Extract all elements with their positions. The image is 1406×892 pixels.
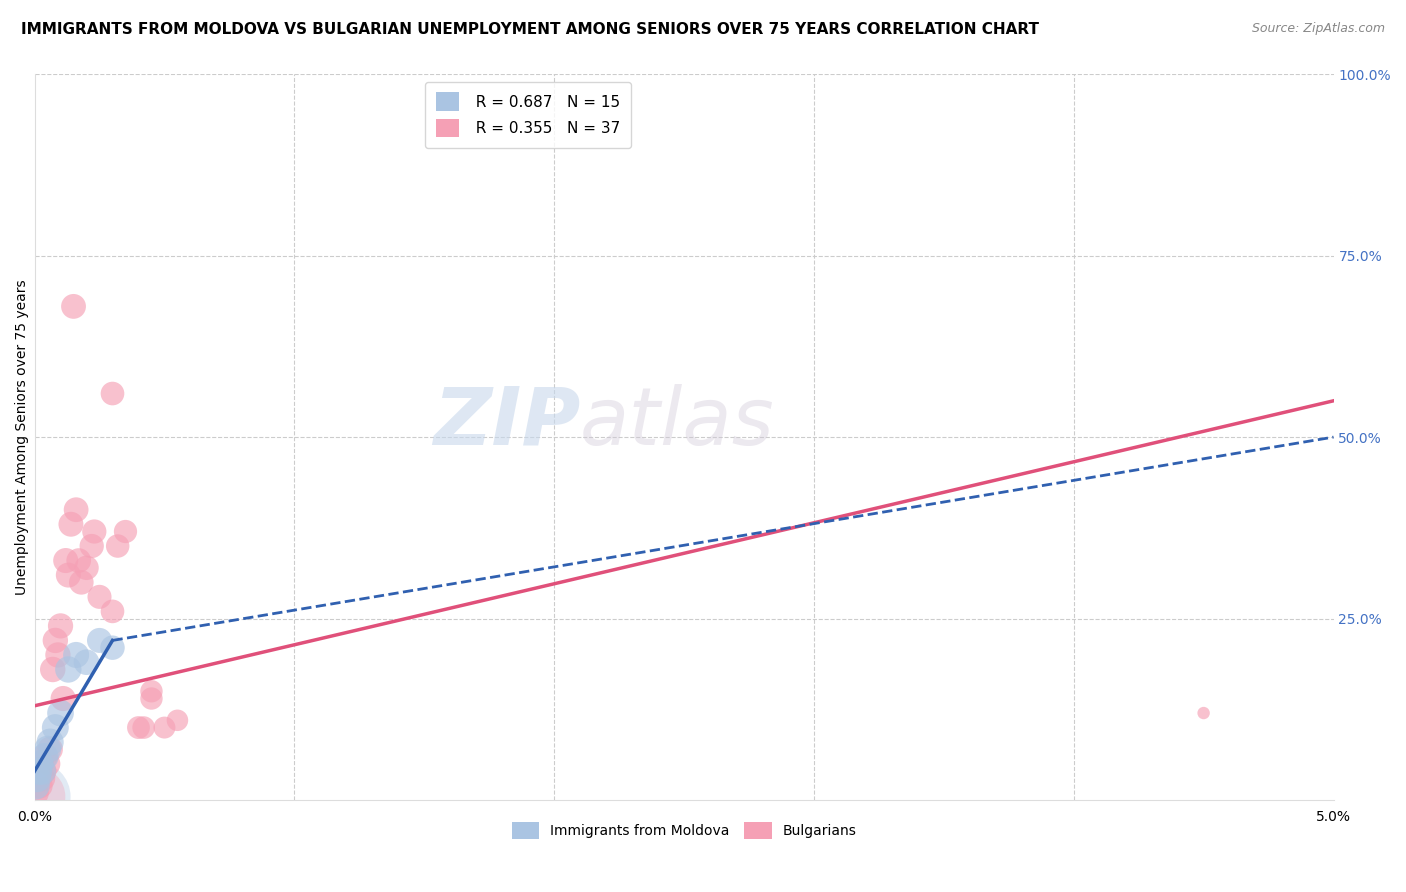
Point bbox=[25, 789, 48, 804]
Point bbox=[27, 764, 49, 779]
Point bbox=[65, 648, 87, 662]
Point bbox=[44, 721, 66, 735]
Point bbox=[89, 633, 111, 648]
Point bbox=[65, 502, 87, 516]
Point bbox=[31, 764, 53, 779]
Point bbox=[67, 553, 90, 567]
Text: ZIP: ZIP bbox=[433, 384, 581, 461]
Point bbox=[76, 561, 98, 575]
Point bbox=[101, 640, 124, 655]
Point bbox=[127, 721, 149, 735]
Point bbox=[27, 764, 49, 779]
Point bbox=[30, 756, 52, 771]
Point bbox=[39, 735, 62, 749]
Point bbox=[49, 619, 72, 633]
Point bbox=[32, 764, 55, 779]
Point bbox=[76, 655, 98, 669]
Text: atlas: atlas bbox=[581, 384, 775, 461]
Point bbox=[166, 714, 188, 728]
Point bbox=[28, 756, 51, 771]
Point bbox=[46, 648, 69, 662]
Point bbox=[25, 772, 48, 786]
Point bbox=[1192, 706, 1215, 720]
Point bbox=[49, 706, 72, 720]
Point bbox=[37, 756, 59, 771]
Point bbox=[89, 590, 111, 604]
Point bbox=[39, 742, 62, 756]
Point bbox=[58, 568, 80, 582]
Point bbox=[70, 575, 93, 590]
Text: Source: ZipAtlas.com: Source: ZipAtlas.com bbox=[1251, 22, 1385, 36]
Point bbox=[132, 721, 155, 735]
Point bbox=[58, 663, 80, 677]
Point bbox=[153, 721, 176, 735]
Point bbox=[37, 742, 59, 756]
Point bbox=[28, 779, 51, 793]
Y-axis label: Unemployment Among Seniors over 75 years: Unemployment Among Seniors over 75 years bbox=[15, 279, 30, 595]
Point bbox=[101, 604, 124, 618]
Text: IMMIGRANTS FROM MOLDOVA VS BULGARIAN UNEMPLOYMENT AMONG SENIORS OVER 75 YEARS CO: IMMIGRANTS FROM MOLDOVA VS BULGARIAN UNE… bbox=[21, 22, 1039, 37]
Point bbox=[59, 517, 82, 532]
Point bbox=[34, 749, 56, 764]
Point bbox=[25, 779, 48, 793]
Point bbox=[114, 524, 136, 539]
Point bbox=[80, 539, 103, 553]
Point bbox=[42, 663, 65, 677]
Point bbox=[31, 772, 53, 786]
Point bbox=[62, 299, 84, 313]
Point bbox=[25, 789, 48, 804]
Point bbox=[34, 749, 56, 764]
Point bbox=[141, 691, 163, 706]
Point bbox=[25, 786, 48, 800]
Point bbox=[107, 539, 129, 553]
Legend: Immigrants from Moldova, Bulgarians: Immigrants from Moldova, Bulgarians bbox=[506, 816, 862, 844]
Point bbox=[83, 524, 105, 539]
Point bbox=[25, 772, 48, 786]
Point bbox=[101, 386, 124, 401]
Point bbox=[52, 691, 75, 706]
Point bbox=[44, 633, 66, 648]
Point bbox=[141, 684, 163, 698]
Point bbox=[55, 553, 77, 567]
